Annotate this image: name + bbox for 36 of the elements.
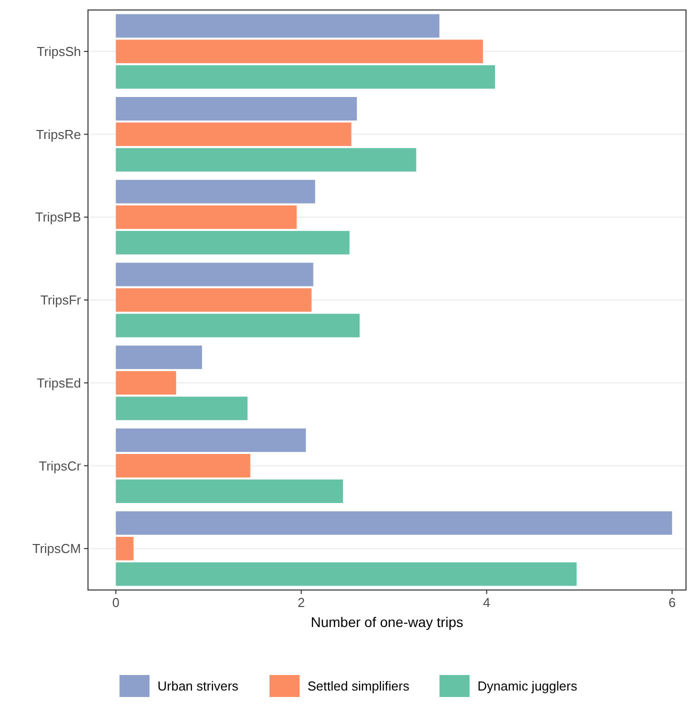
bar xyxy=(116,314,360,338)
x-axis-title: Number of one-way trips xyxy=(310,614,464,630)
bar xyxy=(116,371,176,395)
bar xyxy=(116,97,357,120)
bar xyxy=(116,536,134,560)
bar xyxy=(116,205,297,229)
y-tick-label: TripsCM xyxy=(32,541,81,556)
y-tick-label: TripsRe xyxy=(36,126,81,142)
bar xyxy=(116,428,306,452)
x-tick-label: 6 xyxy=(668,595,676,610)
y-tick-label: TripsFr xyxy=(40,292,82,308)
x-tick-label: 0 xyxy=(112,595,120,610)
y-tick-label: TripsCr xyxy=(38,458,82,474)
bar xyxy=(116,346,202,370)
bar xyxy=(116,454,250,478)
bar xyxy=(116,148,416,172)
bar xyxy=(116,122,352,146)
y-tick-label: TripsPB xyxy=(35,210,81,225)
x-tick-label: 4 xyxy=(483,595,490,610)
x-tick-label: 2 xyxy=(298,595,305,610)
bar xyxy=(116,480,343,503)
bar xyxy=(116,262,314,286)
legend-label: Settled simplifiers xyxy=(308,678,410,694)
y-tick-label: TripsEd xyxy=(36,375,81,390)
bar xyxy=(116,40,483,64)
bar xyxy=(116,180,316,204)
legend-label: Urban strivers xyxy=(158,678,239,694)
bar xyxy=(116,288,312,312)
bar xyxy=(116,511,672,535)
bar xyxy=(116,14,440,38)
legend-label: Dynamic jugglers xyxy=(478,678,578,694)
bar xyxy=(116,230,350,254)
bar xyxy=(116,562,577,586)
bar xyxy=(116,396,248,420)
y-tick-label: TripsSh xyxy=(36,44,81,59)
bar xyxy=(116,65,496,89)
